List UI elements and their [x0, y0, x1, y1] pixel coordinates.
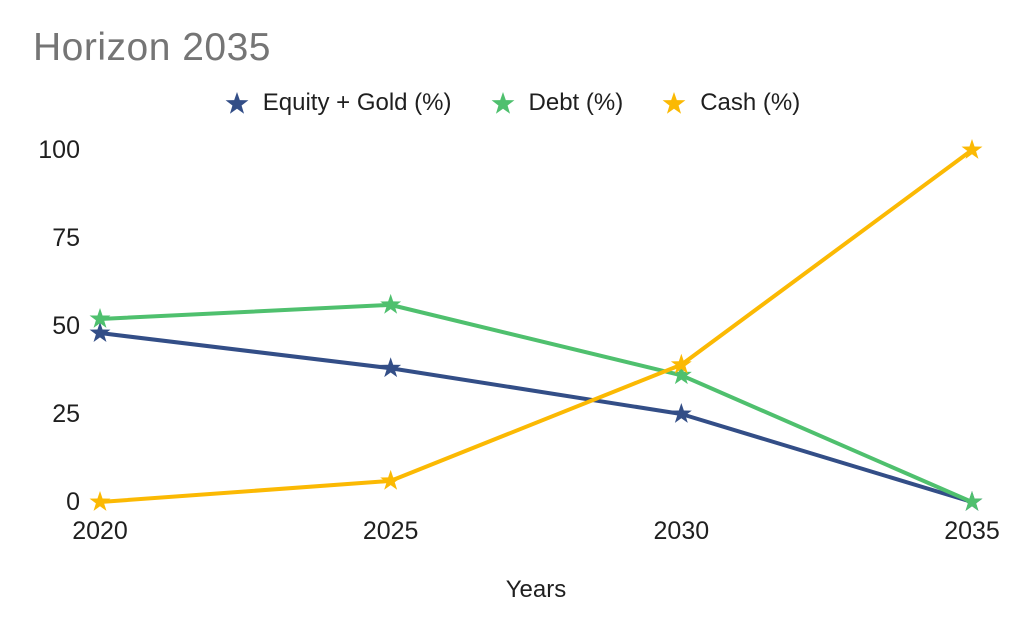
- legend-item-1[interactable]: Equity + Gold (%): [224, 89, 452, 117]
- legend-item-2[interactable]: Debt (%): [490, 89, 624, 117]
- chart-title: Horizon 2035: [33, 26, 271, 69]
- x-tick-label: 2035: [944, 517, 1000, 545]
- data-point-marker[interactable]: [670, 353, 692, 374]
- legend-label: Cash (%): [700, 89, 801, 116]
- star-icon: [225, 92, 249, 114]
- x-tick-label: 2020: [72, 517, 128, 545]
- data-point-marker[interactable]: [961, 491, 983, 511]
- star-icon: [491, 92, 514, 114]
- data-point-marker[interactable]: [89, 491, 111, 511]
- x-tick-label: 2030: [653, 517, 710, 545]
- legend-item-3[interactable]: Cash (%): [661, 89, 800, 117]
- series-line-1: [98, 331, 974, 504]
- y-tick-label: 25: [52, 400, 80, 428]
- x-axis-title: Years: [505, 576, 567, 603]
- data-point-marker[interactable]: [89, 322, 111, 342]
- y-tick-label: 50: [52, 312, 80, 340]
- y-tick-label: 0: [66, 488, 80, 516]
- series-line-2: [98, 302, 974, 504]
- legend-label: Equity + Gold (%): [262, 89, 452, 116]
- y-tick-label: 75: [52, 224, 80, 252]
- chart-legend: Equity + Gold (%) Debt (%) Cash (%): [0, 88, 1024, 118]
- data-point-marker[interactable]: [380, 293, 402, 314]
- data-point-marker[interactable]: [961, 139, 983, 159]
- data-point-marker[interactable]: [670, 403, 692, 423]
- data-point-marker[interactable]: [380, 469, 402, 490]
- y-tick-label: 100: [38, 136, 80, 164]
- data-point-marker[interactable]: [670, 364, 692, 385]
- data-point-marker[interactable]: [89, 307, 111, 328]
- data-point-marker[interactable]: [380, 357, 402, 378]
- star-icon: [662, 92, 686, 114]
- x-tick-label: 2025: [362, 517, 419, 545]
- legend-label: Debt (%): [528, 89, 624, 116]
- series-line-3: [98, 148, 974, 504]
